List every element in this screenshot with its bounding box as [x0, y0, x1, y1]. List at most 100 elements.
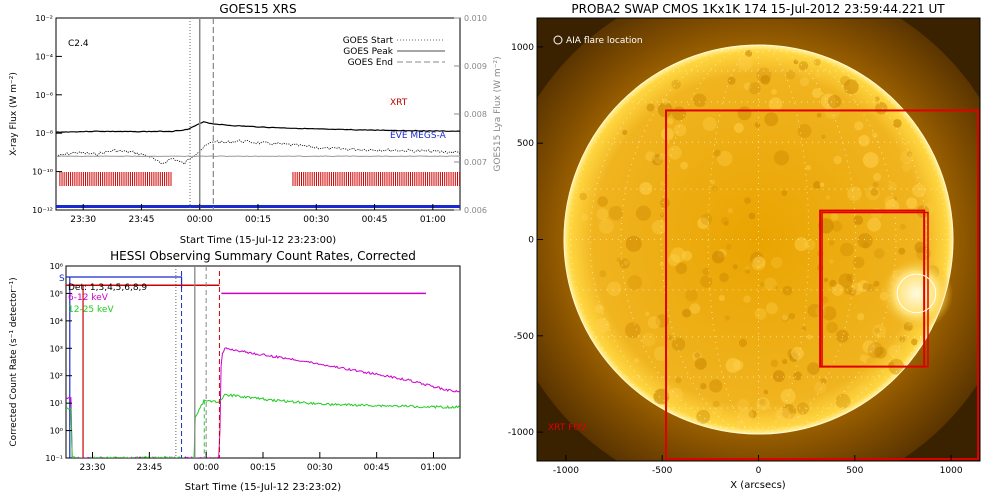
disk-texture	[713, 149, 721, 157]
disk-texture	[853, 256, 865, 268]
goes-title: GOES15 XRS	[219, 2, 296, 16]
disk-texture	[694, 357, 707, 370]
disk-texture	[872, 132, 878, 138]
disk-texture	[874, 346, 887, 359]
hessi-ytick-label: 10³	[50, 344, 63, 353]
disk-texture	[748, 410, 757, 419]
disk-texture	[639, 182, 653, 195]
disk-texture	[732, 264, 738, 270]
disk-texture	[780, 389, 796, 404]
disk-texture	[760, 282, 765, 287]
disk-texture	[796, 402, 810, 415]
disk-texture	[793, 371, 803, 381]
disk-texture	[681, 250, 693, 261]
goes-y2tick-label: 0.010	[464, 14, 487, 23]
goes-xtick-label: 23:45	[128, 215, 154, 225]
disk-texture	[787, 413, 799, 425]
hessi-ytick-label: 10⁰	[50, 427, 63, 436]
disk-texture	[840, 75, 851, 86]
disk-texture	[875, 102, 888, 115]
disk-texture	[814, 58, 821, 66]
disk-texture	[751, 256, 766, 271]
disk-texture	[840, 242, 854, 257]
xrt-fov-outer	[665, 109, 980, 461]
disk-texture	[696, 409, 711, 424]
disk-texture	[661, 127, 674, 141]
disk-texture	[857, 233, 873, 249]
disk-texture	[680, 161, 688, 170]
aia-legend-label: AIA flare location	[566, 36, 643, 46]
disk-texture	[814, 381, 827, 394]
disk-texture	[888, 182, 897, 191]
hessi-xtick-label: 23:45	[136, 463, 162, 473]
disk-texture	[846, 273, 855, 282]
disk-texture	[748, 82, 761, 95]
longitude-gridline	[707, 44, 759, 435]
disk-texture	[843, 79, 859, 95]
disk-texture	[598, 218, 614, 234]
disk-texture	[873, 280, 880, 287]
disk-texture	[768, 97, 783, 111]
xrt-fov-inner-2	[821, 211, 929, 368]
disk-texture	[736, 399, 750, 412]
hessi-ytick-label: 10⁻¹	[45, 454, 63, 463]
disk-texture	[906, 197, 918, 209]
disk-texture	[807, 303, 822, 318]
goes-xtick-label: 00:00	[187, 215, 213, 225]
disk-texture	[667, 145, 682, 160]
disk-texture	[781, 314, 789, 322]
legend-12-25-kev: 12-25 keV	[68, 305, 114, 315]
disk-texture	[821, 296, 829, 304]
disk-texture	[743, 82, 752, 90]
disk-texture	[781, 190, 788, 197]
disk-texture	[579, 192, 587, 201]
swap-ytick-label: 500	[517, 139, 534, 149]
swap-xlabel: X (arcsecs)	[730, 480, 786, 491]
disk-texture	[807, 362, 820, 375]
goes-short-channel-line	[56, 139, 460, 165]
disk-texture	[765, 302, 778, 315]
disk-texture	[712, 400, 720, 408]
hessi-plot-frame	[65, 265, 461, 459]
disk-texture	[822, 306, 837, 321]
disk-texture	[709, 379, 723, 393]
swap-xtick-label: 500	[846, 466, 863, 476]
disk-texture	[782, 285, 793, 296]
hessi-title: HESSI Observing Summary Count Rates, Cor…	[110, 249, 416, 263]
goes-ytick-label: 10⁻¹⁰	[32, 168, 53, 177]
disk-texture	[738, 407, 754, 423]
disk-texture	[801, 326, 807, 332]
goes-xlabel: Start Time (15-Jul-12 23:23:00)	[180, 235, 337, 246]
disk-texture	[899, 150, 914, 165]
disk-texture	[753, 256, 766, 269]
disk-texture	[888, 344, 901, 358]
disk-texture	[738, 338, 748, 348]
disk-texture	[911, 338, 918, 346]
disk-texture	[725, 357, 741, 373]
disk-texture	[773, 150, 790, 166]
disk-texture	[660, 181, 665, 187]
disk-texture	[867, 342, 884, 359]
disk-texture	[828, 240, 835, 246]
hessi-ytick-label: 10²	[50, 372, 63, 381]
swap-ytick-label: -1000	[508, 428, 534, 438]
disk-texture	[865, 185, 880, 201]
disk-texture	[667, 118, 674, 125]
disk-texture	[868, 343, 881, 356]
disk-texture	[859, 354, 868, 362]
disk-texture	[692, 93, 707, 108]
disk-texture	[770, 359, 779, 368]
disk-texture	[727, 208, 734, 214]
disk-texture	[689, 303, 701, 314]
disk-texture	[857, 384, 867, 394]
disk-texture	[858, 134, 870, 147]
disk-texture	[835, 329, 849, 343]
hessi-xtick-label: 00:15	[250, 463, 276, 473]
disk-texture	[794, 237, 809, 252]
annotation-eve-megs-a: EVE MEGS-A	[390, 131, 447, 141]
disk-texture	[906, 151, 913, 157]
hessi-panel: HESSI Observing Summary Count Rates, Cor…	[9, 249, 461, 493]
disk-texture	[700, 383, 707, 390]
disk-texture	[771, 88, 777, 95]
disk-texture	[717, 150, 733, 167]
